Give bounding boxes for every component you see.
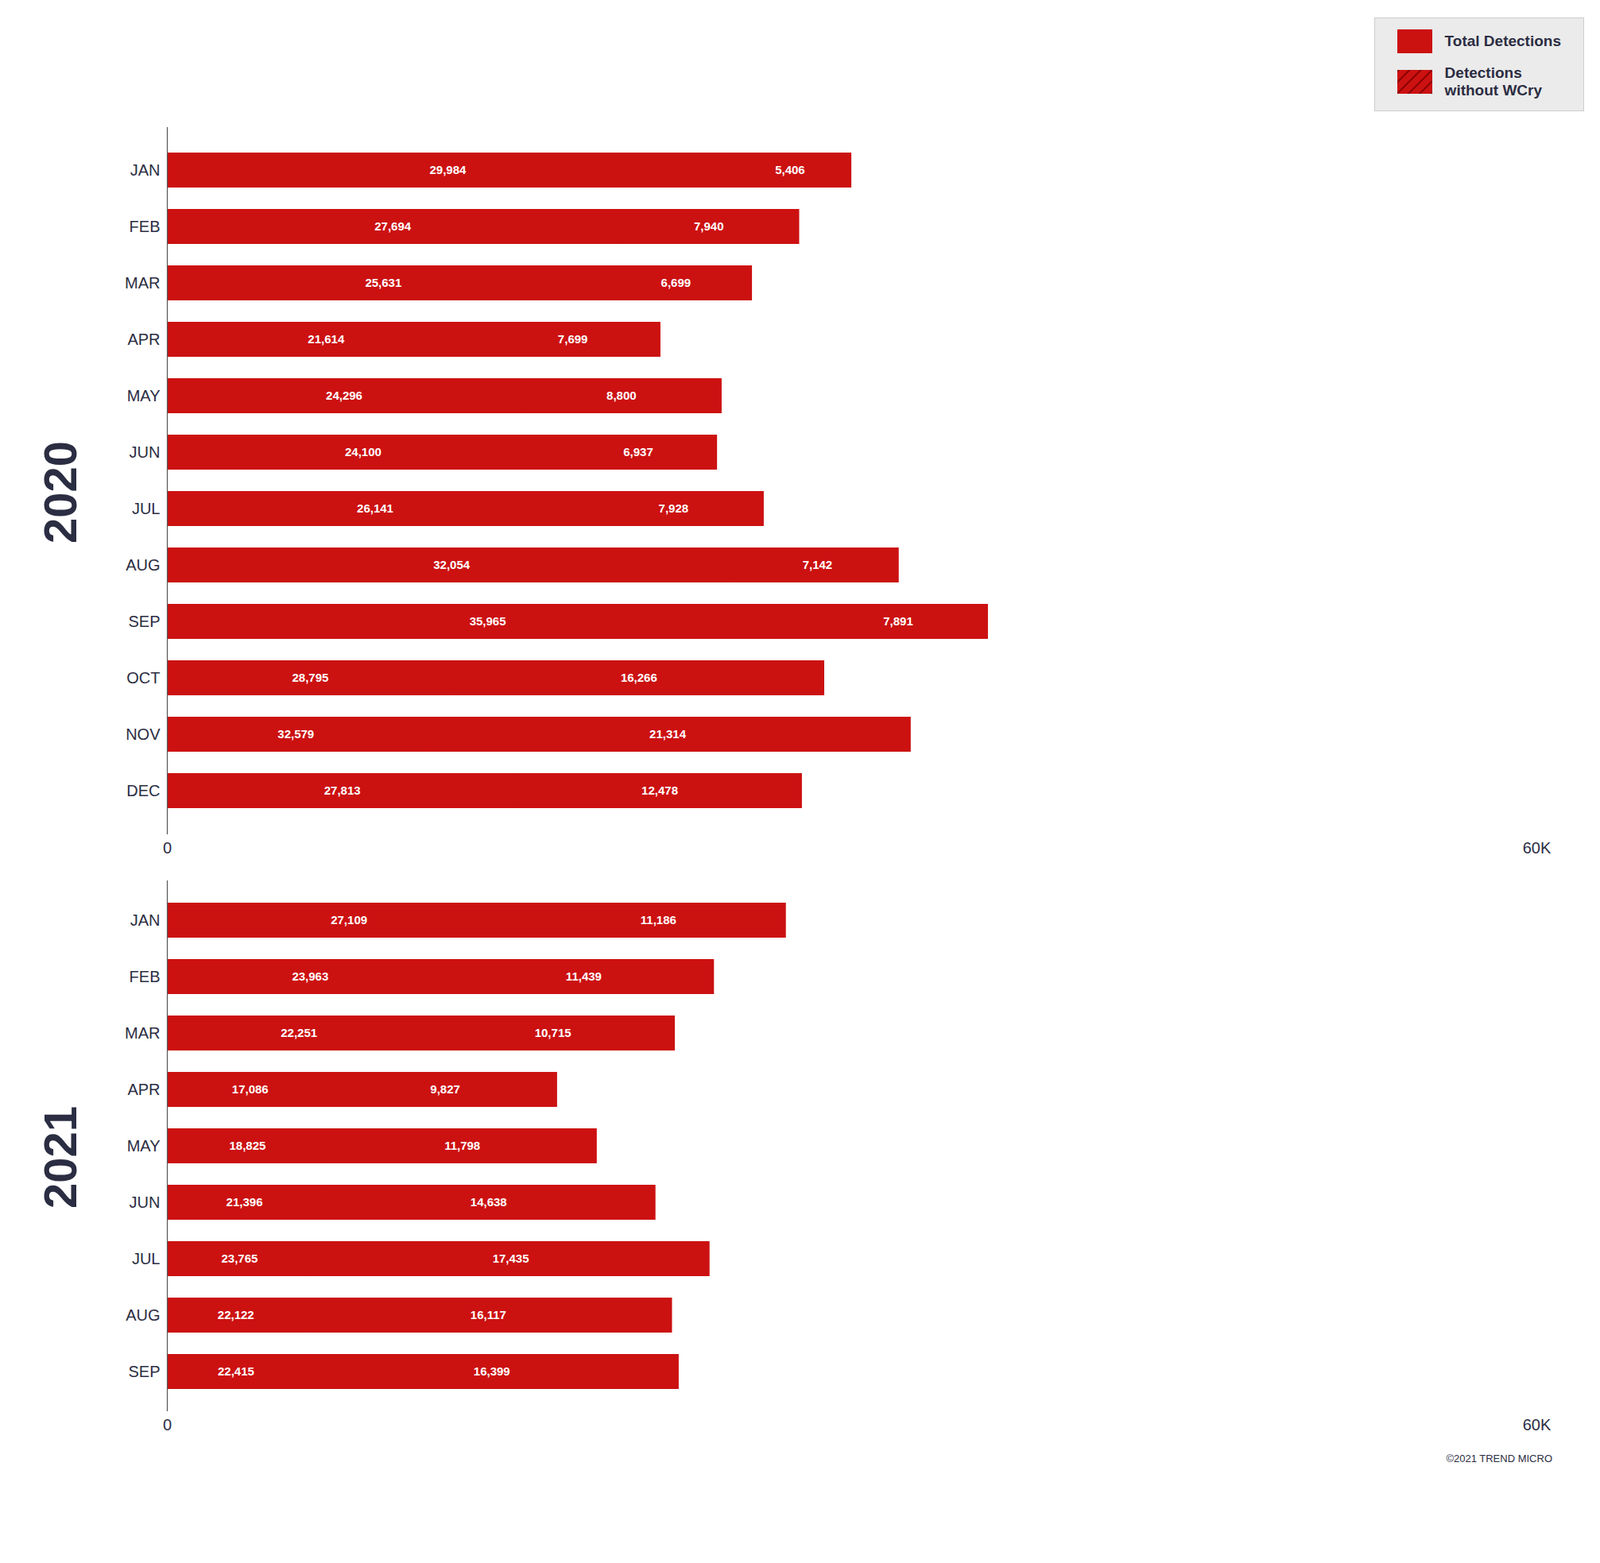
svg-text:11,798: 11,798 [444, 1138, 481, 1153]
svg-text:JUN: JUN [129, 443, 161, 462]
svg-text:APR: APR [127, 1080, 160, 1099]
svg-text:JAN: JAN [130, 161, 161, 179]
svg-text:SEP: SEP [127, 1363, 160, 1381]
svg-text:27,813: 27,813 [324, 783, 361, 798]
svg-text:JUL: JUL [131, 499, 161, 518]
svg-text:FEB: FEB [129, 968, 161, 986]
svg-text:16,266: 16,266 [620, 670, 658, 685]
html-text:2020: 2020 [33, 441, 86, 545]
svg-text:6,699: 6,699 [661, 275, 692, 290]
svg-text:17,435: 17,435 [492, 1251, 530, 1266]
svg-text:23,765: 23,765 [220, 1251, 258, 1266]
svg-text:NOV: NOV [125, 725, 161, 744]
svg-text:22,415: 22,415 [217, 1364, 255, 1379]
svg-text:35,965: 35,965 [469, 614, 507, 628]
svg-text:0: 0 [162, 1416, 172, 1434]
svg-text:JUN: JUN [129, 1193, 161, 1212]
svg-text:6,937: 6,937 [623, 445, 654, 459]
svg-text:27,109: 27,109 [330, 913, 368, 927]
svg-text:18,825: 18,825 [228, 1138, 266, 1153]
svg-text:7,940: 7,940 [693, 219, 725, 233]
svg-text:29,984: 29,984 [429, 162, 467, 177]
svg-text:MAY: MAY [127, 1137, 161, 1155]
svg-text:32,054: 32,054 [433, 557, 471, 572]
svg-text:60K: 60K [1522, 839, 1552, 857]
svg-text:21,614: 21,614 [307, 332, 345, 346]
svg-text:8,800: 8,800 [606, 388, 637, 403]
svg-text:32,579: 32,579 [277, 727, 314, 741]
svg-text:16,399: 16,399 [473, 1364, 511, 1379]
svg-text:21,314: 21,314 [649, 727, 687, 741]
svg-text:APR: APR [127, 330, 160, 349]
svg-text:MAR: MAR [124, 1024, 160, 1043]
svg-text:AUG: AUG [125, 1306, 160, 1325]
svg-text:14,638: 14,638 [470, 1195, 508, 1209]
svg-text:JUL: JUL [131, 1250, 161, 1268]
html-text:©2021 TREND MICRO: ©2021 TREND MICRO [1446, 1452, 1553, 1465]
svg-text:24,296: 24,296 [325, 388, 363, 403]
html-text:Detections without WCry: Detections without WCry [1444, 64, 1542, 99]
svg-text:FEB: FEB [129, 217, 161, 236]
svg-text:OCT: OCT [126, 669, 160, 687]
svg-text:22,251: 22,251 [280, 1026, 318, 1040]
svg-text:22,122: 22,122 [217, 1308, 255, 1322]
svg-text:AUG: AUG [125, 556, 160, 574]
svg-text:7,928: 7,928 [658, 501, 690, 516]
svg-text:7,891: 7,891 [883, 614, 914, 628]
svg-text:MAY: MAY [127, 387, 161, 405]
svg-text:16,117: 16,117 [470, 1308, 507, 1322]
svg-text:17,086: 17,086 [232, 1082, 269, 1097]
html-text:Total Detections: Total Detections [1444, 32, 1562, 50]
svg-text:9,827: 9,827 [430, 1082, 461, 1097]
svg-text:JAN: JAN [130, 911, 161, 930]
svg-text:26,141: 26,141 [356, 501, 394, 516]
svg-text:0: 0 [162, 839, 172, 857]
svg-text:5,406: 5,406 [774, 162, 806, 177]
svg-text:24,100: 24,100 [344, 445, 382, 459]
svg-text:SEP: SEP [127, 612, 160, 631]
svg-text:21,396: 21,396 [226, 1195, 264, 1209]
svg-text:28,795: 28,795 [291, 670, 329, 685]
svg-text:60K: 60K [1522, 1416, 1552, 1434]
svg-text:10,715: 10,715 [534, 1026, 572, 1040]
svg-text:7,142: 7,142 [802, 557, 833, 572]
svg-text:25,631: 25,631 [364, 275, 402, 290]
svg-text:7,699: 7,699 [557, 332, 589, 346]
svg-text:MAR: MAR [124, 274, 160, 292]
svg-text:11,186: 11,186 [640, 913, 677, 927]
svg-text:12,478: 12,478 [641, 783, 678, 798]
svg-text:DEC: DEC [126, 782, 160, 800]
html-text:2021: 2021 [33, 1106, 86, 1210]
svg-text:11,439: 11,439 [565, 969, 602, 984]
svg-text:27,694: 27,694 [374, 219, 412, 233]
svg-text:23,963: 23,963 [291, 969, 329, 984]
